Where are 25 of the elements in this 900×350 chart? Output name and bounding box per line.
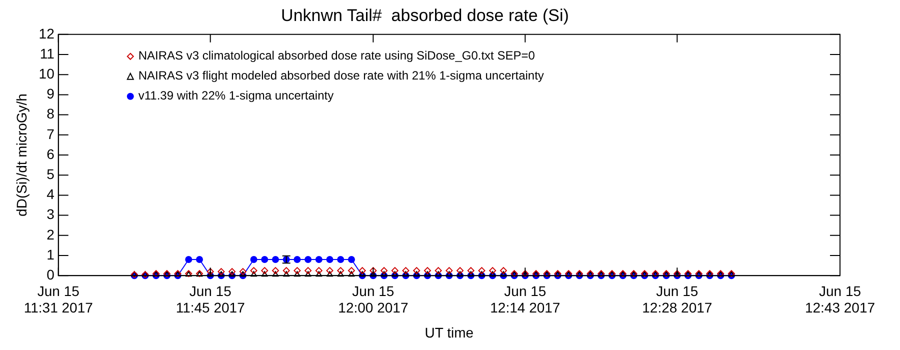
- x-tick-label: Jun 15 12:14 2017: [490, 282, 560, 316]
- y-tick-label: 8: [46, 106, 55, 122]
- x-axis-title: UT time: [424, 324, 474, 340]
- y-tick-label: 11: [40, 45, 55, 62]
- y-tick-label: 4: [46, 186, 55, 202]
- legend-label: NAIRAS v3 climatological absorbed dose rate using SiDose_G0.txt SEP=0: [138, 48, 536, 63]
- y-tick-label: 5: [46, 166, 55, 182]
- y-tick-label: 0: [46, 266, 55, 282]
- x-tick-label: Jun 15 12:28 2017: [642, 282, 712, 316]
- y-tick-label: 2: [46, 226, 55, 242]
- y-tick-label: 1: [46, 246, 55, 262]
- x-tick-label: Jun 15 12:43 2017: [804, 282, 876, 316]
- x-tick-label: Jun 15 12:00 2017: [338, 282, 408, 316]
- y-tick-label: 6: [46, 146, 55, 162]
- y-tick-label: 9: [46, 86, 55, 102]
- y-tick-label: 3: [46, 206, 55, 222]
- legend-label: NAIRAS v3 flight modeled absorbed dose rate with 21% 1-sigma uncertainty: [138, 68, 544, 83]
- chart-title: Unknwn Tail# absorbed dose rate (Si): [281, 6, 569, 25]
- x-tick-label: Jun 15 11:31 2017: [24, 282, 94, 316]
- y-tick-label: 10: [38, 65, 55, 82]
- legend-label: v11.39 with 22% 1-sigma uncertainty: [138, 88, 334, 103]
- x-tick-label: Jun 15 11:45 2017: [176, 282, 246, 316]
- y-tick-label: 12: [38, 25, 55, 42]
- y-tick-label: 7: [46, 126, 55, 142]
- y-axis-title: dD(Si)/dt microGy/h: [13, 94, 30, 216]
